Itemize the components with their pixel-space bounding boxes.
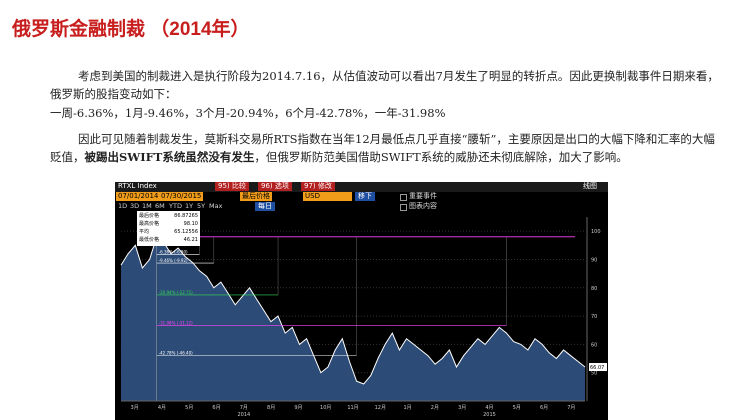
y-tick-label: 80: [591, 286, 597, 292]
x-tick-label: 4月: [485, 405, 493, 411]
period-tab[interactable]: 1Y: [185, 202, 194, 210]
period-tab[interactable]: 1M: [142, 202, 152, 210]
reference-label: -42.78% (-46.40): [159, 350, 193, 355]
period-tab[interactable]: YTD: [169, 202, 182, 210]
y-axis: 50 60 70 80 90 100 66.07: [586, 217, 607, 401]
x-tick-label: 12月: [375, 405, 386, 411]
page-title: 俄罗斯金融制裁 （2014年）: [12, 19, 250, 40]
events-checkbox[interactable]: [400, 194, 407, 201]
reference-label: -6.36% (-6.80): [159, 249, 188, 254]
price-line: [120, 235, 586, 385]
paragraph-analysis-text-a: 因此可见随着制裁发生，莫斯科交易所RTS指数在当年12月最低点几乎直接“腰斩”，…: [50, 132, 715, 164]
price-type-dropdown[interactable]: 最后价格: [240, 192, 272, 201]
x-tick-label: 9月: [294, 405, 302, 411]
terminal-header-bar: [115, 182, 608, 192]
x-tick-label: 5月: [185, 405, 193, 411]
x-tick-label: 6月: [540, 405, 548, 411]
period-tab[interactable]: Max: [209, 202, 223, 210]
price-chart: -6.36% (-6.80) -9.46% (-9.92) -20.94% (-22…: [120, 217, 607, 418]
paragraph-changes: 一周-6.36%，1月-9.46%，3个月-20.94%，6个月-42.78%，…: [50, 106, 446, 120]
price-area: [121, 236, 585, 401]
y-tick-label: 90: [591, 257, 597, 263]
paragraph-analysis: 因此可见随着制裁发生，莫斯科交易所RTS指数在当年12月最低点几乎直接“腰斩”，…: [50, 130, 720, 166]
reference-label: -31.98% (-31.12): [159, 321, 193, 326]
frequency-dropdown[interactable]: 每日: [255, 202, 275, 211]
date-from-field[interactable]: 07/01/2014: [116, 192, 161, 201]
terminal-period-bar: [115, 202, 608, 211]
chart-annotations: -6.36% (-6.80) -9.46% (-9.92) -20.94% (-22…: [156, 236, 575, 401]
legend-value: 86.87265: [174, 213, 198, 219]
date-to-field[interactable]: 07/30/2015: [159, 192, 204, 201]
x-tick-label: 2月: [431, 405, 439, 411]
x-year-label: 2014: [237, 412, 250, 418]
period-tab[interactable]: 3D: [130, 202, 140, 210]
legend-label: 平均: [139, 229, 150, 235]
options-button[interactable]: 96) 选项: [258, 182, 292, 191]
y-tick-label: 50: [591, 371, 597, 377]
reference-label: -9.46% (-9.92): [159, 258, 188, 263]
compare-button[interactable]: 95) 比较: [215, 182, 249, 191]
date-separator: -: [154, 192, 157, 200]
x-axis: 3月 4月 5月 6月 7月 8月 9月 10月 11月 12月 1月 2月 3月 4月 5月 6月 7月201…: [121, 400, 585, 418]
chart-content-checkbox[interactable]: [400, 204, 407, 211]
legend-label: 最低价格: [139, 237, 160, 243]
x-tick-label: 8月: [267, 405, 275, 411]
edit-button[interactable]: 97) 修改: [301, 182, 335, 191]
period-tab[interactable]: 1D: [118, 202, 128, 210]
y-tick-label: 70: [591, 314, 597, 320]
events-checkbox-label: 重要事件: [409, 192, 437, 200]
x-tick-label: 11月: [347, 405, 358, 411]
paragraph-analysis-text-c: ，但俄罗斯防范美国借助SWIFT系统的威胁还未彻底解除，加大了影响。: [254, 150, 628, 164]
x-tick-label: 3月: [458, 405, 466, 411]
legend-value: 98.10: [183, 221, 198, 227]
move-down-button[interactable]: 移下: [355, 192, 375, 201]
currency-dropdown[interactable]: USD: [303, 192, 352, 201]
x-tick-label: 7月: [240, 405, 248, 411]
x-tick-label: 10月: [320, 405, 331, 411]
paragraph-analysis-bold: 被踢出SWIFT系统虽然没有发生: [84, 150, 255, 164]
period-tab[interactable]: 5Y: [197, 202, 206, 210]
security-ticker[interactable]: RTXL Index: [118, 182, 157, 190]
x-tick-label: 3月: [131, 405, 139, 411]
chart-content-label: 图表内容: [409, 202, 437, 210]
x-tick-label: 7月: [567, 405, 575, 411]
x-tick-label: 4月: [158, 405, 166, 411]
bloomberg-terminal: RTXL Index 95) 比较 96) 选项 97) 修改 线图 07/01…: [115, 182, 608, 420]
legend-value: 46.21: [183, 237, 198, 243]
paragraph-intro: 考虑到美国的制裁进入是执行阶段为2014.7.16，从估值波动可以看出7月发生了…: [50, 69, 719, 101]
x-tick-label: 6月: [212, 405, 220, 411]
period-tab[interactable]: 6M: [155, 202, 165, 210]
x-year-label: 2015: [483, 412, 496, 418]
last-price-label: 66.07: [590, 365, 604, 371]
reference-label: -20.94% (-22.71): [159, 290, 193, 295]
legend-label: 最后价格: [139, 213, 160, 219]
last-price-tag: [589, 363, 607, 372]
chart-legend: 最后价格 86.87265 最高价格 98.10 平均 65.12556 最低价…: [137, 211, 200, 246]
legend-value: 65.12556: [174, 229, 198, 235]
x-tick-label: 1月: [403, 405, 411, 411]
y-tick-label: 100: [591, 229, 601, 235]
x-tick-label: 5月: [513, 405, 521, 411]
legend-label: 最高价格: [139, 221, 160, 227]
y-tick-label: 60: [591, 342, 597, 348]
line-chart-label: 线图: [583, 182, 597, 190]
